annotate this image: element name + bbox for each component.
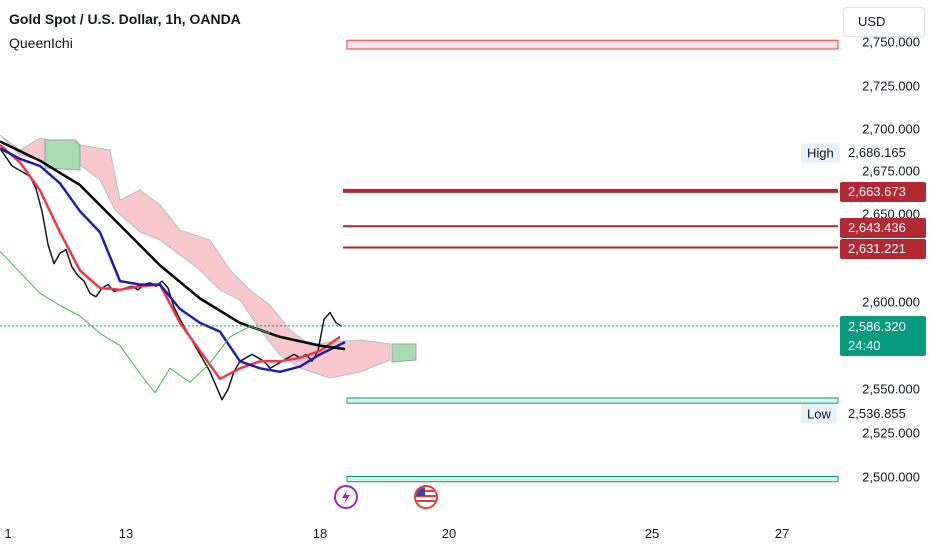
y-tick-2500: 2,500.000 [862,469,920,485]
zones-layer [346,39,839,483]
y-tick-2525: 2,525.000 [862,425,920,441]
y-tick-2750: 2,750.000 [862,34,920,50]
x-tick-13: 13 [118,526,134,541]
low-label: Low [801,404,837,424]
level-tag-2[interactable]: 2,643.436 [840,218,926,238]
series-tenkan [0,143,341,381]
series-layer [0,140,346,401]
level-tag-1[interactable]: 2,663.673 [840,182,926,202]
y-tick-2675: 2,675.000 [862,163,920,179]
y-tick-2725: 2,725.000 [862,78,920,94]
y-tick-2600: 2,600.000 [862,294,920,310]
indicator-label[interactable]: QueenIchi [9,35,73,51]
low-price-tag: 2,536.855 [840,404,926,424]
currency-button[interactable]: USD [843,7,925,37]
zone-support-2 [346,476,839,483]
bar-countdown: 24:40 [848,338,881,353]
y-tick-2650: 2,650.000 [862,206,920,222]
current-price-value: 2,586.320 [848,319,906,334]
x-tick-18: 18 [312,526,328,541]
x-tick-27: 27 [774,526,790,541]
x-tick-25: 25 [644,526,660,541]
series-chikou [0,251,271,394]
high-label: High [801,143,840,163]
current-price-tag[interactable]: 2,586.320 24:40 [840,316,926,356]
series-kijun [0,147,346,374]
cloud-bullish-2 [391,343,417,363]
chart-title: Gold Spot / U.S. Dollar, 1h, OANDA [9,11,241,27]
zone-support-1 [346,397,839,404]
series-base-ma [0,140,346,351]
cloud-bearish [0,134,391,379]
x-tick-1: 1 [4,526,12,541]
y-tick-2700: 2,700.000 [862,121,920,137]
ichimoku-cloud [0,134,417,379]
high-price-tag: 2,686.165 [840,143,926,163]
zone-resistance-0 [346,39,839,50]
y-tick-2550: 2,550.000 [862,381,920,397]
levels-layer [0,188,838,327]
x-tick-20: 20 [441,526,457,541]
us-flag-event-icon[interactable] [414,485,438,509]
level-tag-3[interactable]: 2,631.221 [840,239,926,259]
lightning-event-icon[interactable] [334,485,358,509]
